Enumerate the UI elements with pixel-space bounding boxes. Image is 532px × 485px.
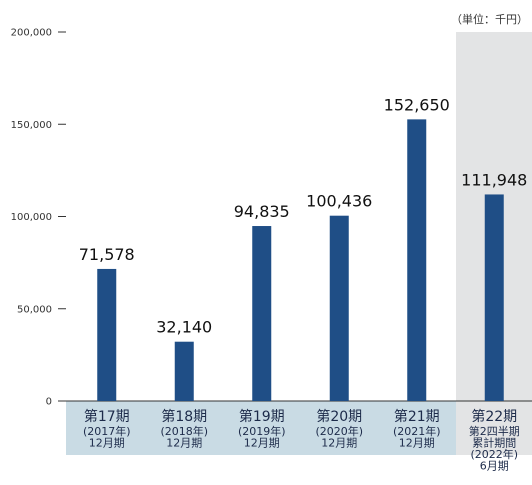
y-tick-label: 200,000 bbox=[11, 28, 52, 39]
category-sublabel: (2017年) bbox=[83, 424, 131, 438]
value-label: 152,650 bbox=[384, 95, 450, 114]
category-label: 第20期 bbox=[316, 408, 362, 425]
category-sublabel: 12月期 bbox=[399, 437, 435, 450]
category-sublabel: 12月期 bbox=[89, 437, 125, 450]
bar bbox=[407, 119, 427, 401]
chart-background bbox=[66, 32, 532, 455]
category-sublabel: (2021年) bbox=[393, 424, 441, 438]
category-sublabel: 12月期 bbox=[244, 437, 280, 450]
value-label: 71,578 bbox=[79, 245, 135, 264]
y-tick-label: 0 bbox=[46, 397, 52, 408]
category-sublabel: 第2四半期 bbox=[469, 424, 520, 438]
y-axis: 0 50,000 100,000 150,000 200,000 bbox=[11, 28, 532, 408]
category-sublabel: 6月期 bbox=[480, 460, 509, 473]
y-tick-label: 100,000 bbox=[11, 212, 52, 223]
value-label: 111,948 bbox=[461, 170, 527, 189]
unit-label: （単位：千円） bbox=[451, 13, 528, 26]
category-sublabel: (2018年) bbox=[160, 424, 208, 438]
category-sublabel: 12月期 bbox=[166, 437, 202, 450]
category-label: 第21期 bbox=[394, 408, 440, 425]
bar bbox=[97, 268, 117, 401]
bar bbox=[252, 226, 272, 401]
bars bbox=[97, 119, 504, 401]
category-label: 第19期 bbox=[239, 408, 285, 425]
value-label: 100,436 bbox=[306, 192, 372, 211]
bar bbox=[174, 341, 194, 401]
value-label: 32,140 bbox=[156, 318, 212, 337]
y-tick-label: 150,000 bbox=[11, 120, 52, 131]
category-sublabel: (2019年) bbox=[238, 424, 286, 438]
category-sublabel: 12月期 bbox=[321, 437, 357, 450]
value-label: 94,835 bbox=[234, 202, 290, 221]
category-label: 第17期 bbox=[84, 408, 130, 425]
y-tick-label: 50,000 bbox=[17, 304, 52, 315]
category-label: 第18期 bbox=[161, 408, 207, 425]
value-labels: 71,578 32,140 94,835 100,436 152,650 111,948 bbox=[79, 95, 528, 336]
bar bbox=[484, 194, 504, 401]
category-sublabel: 累計期間 bbox=[472, 436, 516, 450]
category-band bbox=[66, 401, 456, 455]
category-labels: 第17期(2017年)12月期第18期(2018年)12月期第19期(2019年… bbox=[83, 408, 520, 473]
bar bbox=[329, 215, 349, 401]
category-label: 第22期 bbox=[471, 408, 517, 425]
category-sublabel: (2020年) bbox=[315, 424, 363, 438]
category-sublabel: (2022年) bbox=[470, 447, 518, 461]
